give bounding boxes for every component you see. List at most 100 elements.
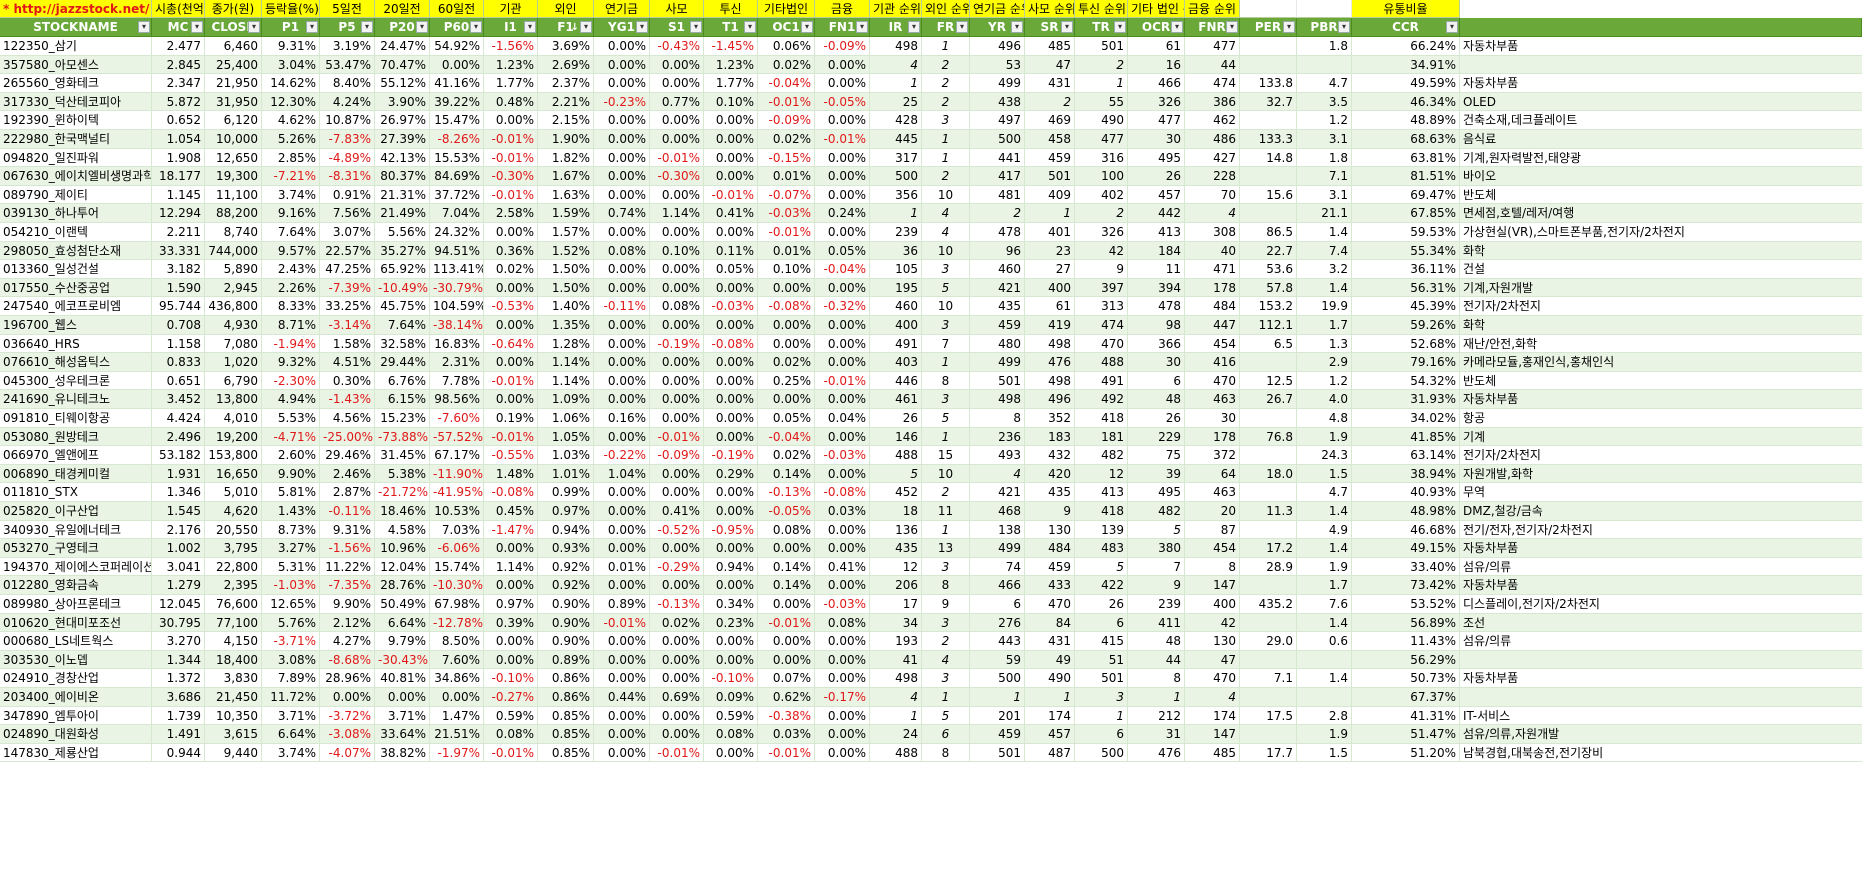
cell-per[interactable]: 28.9 bbox=[1240, 558, 1297, 576]
cell-mc[interactable]: 1.372 bbox=[152, 669, 205, 688]
cell-ocr[interactable]: 11 bbox=[1128, 260, 1185, 279]
cell-t1[interactable]: 0.10% bbox=[704, 93, 758, 111]
cell-ir[interactable]: 498 bbox=[870, 37, 922, 56]
cell-oc1[interactable]: -0.05% bbox=[758, 502, 815, 521]
cell-f1[interactable]: 1.09% bbox=[538, 390, 594, 409]
cell-ir[interactable]: 400 bbox=[870, 316, 922, 335]
cell-per[interactable]: 12.5 bbox=[1240, 372, 1297, 390]
cell-ir[interactable]: 36 bbox=[870, 242, 922, 260]
cell-p1[interactable]: 8.73% bbox=[262, 521, 320, 539]
stock-name-cell[interactable]: 039130_하나투어 bbox=[0, 204, 152, 223]
cell-tr[interactable]: 488 bbox=[1075, 353, 1128, 372]
cell-p1[interactable]: 14.62% bbox=[262, 74, 320, 93]
cell-p5[interactable]: 1.58% bbox=[320, 335, 375, 353]
cell-sr[interactable]: 23 bbox=[1025, 242, 1075, 260]
cell-fn1[interactable]: 0.00% bbox=[815, 279, 870, 297]
stock-name-cell[interactable]: 045300_성우테크론 bbox=[0, 372, 152, 390]
cell-s1[interactable]: 0.10% bbox=[650, 242, 704, 260]
cell-f1[interactable]: 1.40% bbox=[538, 297, 594, 316]
cell-yr[interactable]: 53 bbox=[970, 56, 1025, 74]
cell-mc[interactable]: 1.145 bbox=[152, 186, 205, 204]
cell-yr[interactable]: 499 bbox=[970, 353, 1025, 372]
cell-close[interactable]: 436,800 bbox=[205, 297, 262, 316]
cell-p5[interactable]: -3.72% bbox=[320, 707, 375, 725]
cell-s1[interactable]: 0.00% bbox=[650, 74, 704, 93]
cell-i1[interactable]: 0.00% bbox=[484, 223, 538, 242]
cell-yr[interactable]: 466 bbox=[970, 576, 1025, 595]
cell-ocr[interactable]: 30 bbox=[1128, 130, 1185, 149]
cell-fr[interactable]: 3 bbox=[922, 558, 970, 576]
cell-fn1[interactable]: -0.05% bbox=[815, 93, 870, 111]
cell-theme[interactable]: 기계,원자력발전,태양광 bbox=[1460, 149, 1862, 167]
cell-fr[interactable]: 8 bbox=[922, 372, 970, 390]
cell-fn1[interactable]: -0.08% bbox=[815, 483, 870, 502]
cell-p1[interactable]: 2.60% bbox=[262, 446, 320, 465]
cell-p5[interactable]: 3.19% bbox=[320, 37, 375, 56]
cell-theme[interactable]: 섬유/의류,자원개발 bbox=[1460, 725, 1862, 744]
cell-oc1[interactable]: -0.15% bbox=[758, 149, 815, 167]
cell-yg1[interactable]: 0.89% bbox=[594, 595, 650, 614]
filter-dropdown-icon[interactable]: ▾ bbox=[1283, 21, 1295, 33]
cell-oc1[interactable]: 0.06% bbox=[758, 37, 815, 56]
cell-ocr[interactable]: 184 bbox=[1128, 242, 1185, 260]
cell-fnr[interactable]: 178 bbox=[1185, 428, 1240, 446]
cell-fn1[interactable]: -0.01% bbox=[815, 130, 870, 149]
cell-p5[interactable]: 2.46% bbox=[320, 465, 375, 483]
cell-fn1[interactable]: -0.17% bbox=[815, 688, 870, 707]
cell-oc1[interactable]: 0.07% bbox=[758, 669, 815, 688]
cell-fn1[interactable]: 0.00% bbox=[815, 74, 870, 93]
cell-f1[interactable]: 0.93% bbox=[538, 539, 594, 558]
cell-tr[interactable]: 500 bbox=[1075, 744, 1128, 762]
cell-t1[interactable]: 0.00% bbox=[704, 390, 758, 409]
cell-p5[interactable]: 33.25% bbox=[320, 297, 375, 316]
cell-fn1[interactable]: 0.00% bbox=[815, 428, 870, 446]
filter-dropdown-icon[interactable]: ▾ bbox=[1446, 21, 1458, 33]
cell-tr[interactable]: 5 bbox=[1075, 558, 1128, 576]
cell-s1[interactable]: 0.69% bbox=[650, 688, 704, 707]
stock-name-cell[interactable]: 340930_유일에너테크 bbox=[0, 521, 152, 539]
cell-fr[interactable]: 3 bbox=[922, 260, 970, 279]
cell-pbr[interactable]: 1.4 bbox=[1297, 669, 1352, 688]
cell-p1[interactable]: 2.26% bbox=[262, 279, 320, 297]
cell-fn1[interactable]: -0.03% bbox=[815, 595, 870, 614]
cell-yg1[interactable]: -0.22% bbox=[594, 446, 650, 465]
cell-ocr[interactable]: 380 bbox=[1128, 539, 1185, 558]
cell-theme[interactable]: 섬유/의류 bbox=[1460, 632, 1862, 651]
cell-p60[interactable]: -6.06% bbox=[430, 539, 484, 558]
cell-theme[interactable]: 건설 bbox=[1460, 260, 1862, 279]
cell-oc1[interactable]: 0.08% bbox=[758, 521, 815, 539]
cell-oc1[interactable]: -0.09% bbox=[758, 111, 815, 130]
stock-name-cell[interactable]: 122350_삼기 bbox=[0, 37, 152, 56]
stock-name-cell[interactable]: 053270_구영테크 bbox=[0, 539, 152, 558]
cell-s1[interactable]: 0.00% bbox=[650, 465, 704, 483]
cell-close[interactable]: 4,150 bbox=[205, 632, 262, 651]
cell-yg1[interactable]: 0.74% bbox=[594, 204, 650, 223]
cell-ccr[interactable]: 48.98% bbox=[1352, 502, 1460, 521]
cell-p5[interactable]: 7.56% bbox=[320, 204, 375, 223]
cell-s1[interactable]: 0.08% bbox=[650, 297, 704, 316]
cell-theme[interactable]: 자동차부품 bbox=[1460, 390, 1862, 409]
cell-t1[interactable]: 0.94% bbox=[704, 558, 758, 576]
cell-close[interactable]: 76,600 bbox=[205, 595, 262, 614]
cell-mc[interactable]: 1.002 bbox=[152, 539, 205, 558]
cell-mc[interactable]: 1.908 bbox=[152, 149, 205, 167]
cell-ccr[interactable]: 34.91% bbox=[1352, 56, 1460, 74]
cell-t1[interactable]: 0.00% bbox=[704, 167, 758, 186]
cell-ocr[interactable]: 466 bbox=[1128, 74, 1185, 93]
cell-yg1[interactable]: 0.00% bbox=[594, 130, 650, 149]
cell-pbr[interactable]: 2.8 bbox=[1297, 707, 1352, 725]
cell-mc[interactable]: 1.158 bbox=[152, 335, 205, 353]
cell-yr[interactable]: 59 bbox=[970, 651, 1025, 669]
cell-ir[interactable]: 356 bbox=[870, 186, 922, 204]
cell-tr[interactable]: 413 bbox=[1075, 483, 1128, 502]
cell-f1[interactable]: 0.94% bbox=[538, 521, 594, 539]
cell-fnr[interactable]: 462 bbox=[1185, 111, 1240, 130]
cell-pbr[interactable]: 3.1 bbox=[1297, 130, 1352, 149]
cell-oc1[interactable]: 0.02% bbox=[758, 353, 815, 372]
column-header-oc1[interactable]: OC1 ▾ bbox=[758, 18, 815, 37]
stock-name-cell[interactable]: 053080_원방테크 bbox=[0, 428, 152, 446]
cell-p60[interactable]: 7.60% bbox=[430, 651, 484, 669]
cell-ir[interactable]: 403 bbox=[870, 353, 922, 372]
cell-s1[interactable]: -0.01% bbox=[650, 744, 704, 762]
cell-close[interactable]: 13,800 bbox=[205, 390, 262, 409]
